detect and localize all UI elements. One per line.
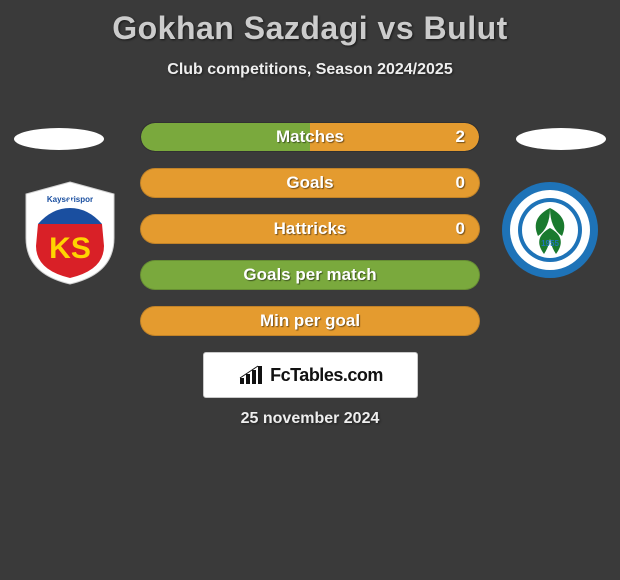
stat-label: Min per goal: [260, 311, 360, 331]
stat-left-value: [141, 215, 169, 243]
left-club-badge: Kayserispor KS: [20, 180, 120, 291]
stat-right-value: 0: [442, 169, 479, 197]
bars-logo-icon: [238, 364, 264, 386]
right-club-badge: 1955: [500, 180, 600, 285]
kayserispor-logo-icon: Kayserispor KS: [20, 180, 120, 286]
stat-left-value: [141, 123, 169, 151]
stat-right-value: 2: [442, 123, 479, 151]
stat-row-goals-per-match: Goals per match: [140, 260, 480, 290]
stat-label: Goals: [286, 173, 333, 193]
stat-left-value: [141, 307, 169, 335]
stat-left-value: [141, 261, 169, 289]
stat-row-min-per-goal: Min per goal: [140, 306, 480, 336]
stat-right-value: [451, 307, 479, 335]
stat-row-matches: Matches 2: [140, 122, 480, 152]
stat-label: Hattricks: [274, 219, 347, 239]
stat-right-value: [451, 261, 479, 289]
right-head-patch: [516, 128, 606, 150]
brand-text: FcTables.com: [270, 365, 383, 386]
rizespor-logo-icon: 1955: [500, 180, 600, 280]
head-to-head-stats: Matches 2 Goals 0 Hattricks 0 Goals per …: [140, 122, 480, 352]
stat-row-goals: Goals 0: [140, 168, 480, 198]
svg-text:KS: KS: [49, 232, 91, 265]
stat-label: Goals per match: [243, 265, 376, 285]
stat-row-hattricks: Hattricks 0: [140, 214, 480, 244]
snapshot-date: 25 november 2024: [0, 410, 620, 428]
stat-left-value: [141, 169, 169, 197]
left-head-patch: [14, 128, 104, 150]
page-subtitle: Club competitions, Season 2024/2025: [0, 61, 620, 79]
stat-label: Matches: [276, 127, 344, 147]
svg-text:1955: 1955: [541, 239, 559, 248]
page-title: Gokhan Sazdagi vs Bulut: [0, 0, 620, 47]
stat-right-value: 0: [442, 215, 479, 243]
brand-plate: FcTables.com: [203, 352, 418, 398]
